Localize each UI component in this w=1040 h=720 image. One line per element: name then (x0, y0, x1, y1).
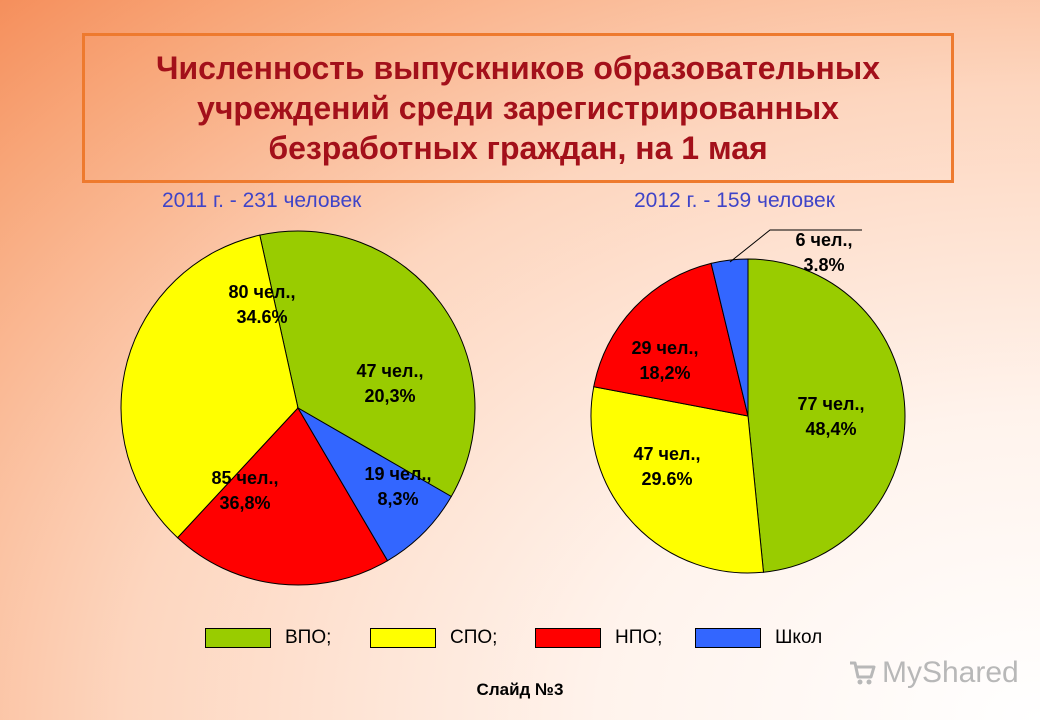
legend-label-npo: НПО; (615, 627, 663, 648)
legend-item-npo: НПО; (535, 626, 662, 650)
pie-2012-slice-spo (590, 386, 765, 574)
watermark: MyShared (848, 656, 1019, 690)
watermark-text: MyShared (882, 656, 1019, 689)
legend-item-school: Школ (695, 626, 822, 650)
pie-2011-slice-npo (176, 407, 389, 586)
pie-2011-label-spo: 80 чел., 34.6% (229, 282, 296, 327)
legend-item-spo: СПО; (370, 626, 497, 650)
pie-2011-slice-vpo (259, 230, 476, 498)
legend: ВПО; СПО; НПО; Школ (205, 626, 845, 650)
pie-2012-label-npo: 29 чел., 18,2% (632, 338, 699, 383)
pie-2012-slice-npo (593, 262, 749, 417)
chart-2011-title: 2011 г. - 231 человек (162, 189, 362, 212)
pie-2012-label-school: 6 чел., 3.8% (796, 230, 853, 275)
legend-swatch-school (695, 628, 761, 648)
legend-label-spo: СПО; (450, 627, 498, 648)
pie-2011-label-vpo: 85 чел., 36,8% (212, 468, 279, 513)
pie-2011-slice-spo (120, 234, 299, 539)
chart-2012-title: 2012 г. - 159 человек (634, 189, 835, 212)
pie-2012-leader-line (729, 229, 862, 263)
cart-icon (850, 661, 876, 685)
legend-swatch-vpo (205, 628, 271, 648)
legend-label-school: Школ (775, 627, 823, 648)
pie-2012-slice-vpo (747, 258, 906, 573)
pie-2012-slice-school (710, 258, 749, 417)
pie-2011-label-school: 19 чел., 8,3% (365, 464, 432, 509)
legend-swatch-spo (370, 628, 436, 648)
title-box: Численность выпускников образовательных … (82, 33, 954, 183)
slide-number: Слайд №3 (476, 680, 564, 699)
legend-swatch-npo (535, 628, 601, 648)
pie-2012-label-spo: 47 чел., 29.6% (634, 444, 701, 489)
pie-2012-label-vpo: 77 чел., 48,4% (798, 394, 865, 439)
pie-2011-label-npo: 47 чел., 20,3% (357, 361, 424, 406)
legend-item-vpo: ВПО; (205, 626, 331, 650)
legend-label-vpo: ВПО; (285, 627, 332, 648)
slide-title: Численность выпускников образовательных … (156, 50, 880, 166)
pie-2011-slice-school (296, 406, 452, 562)
